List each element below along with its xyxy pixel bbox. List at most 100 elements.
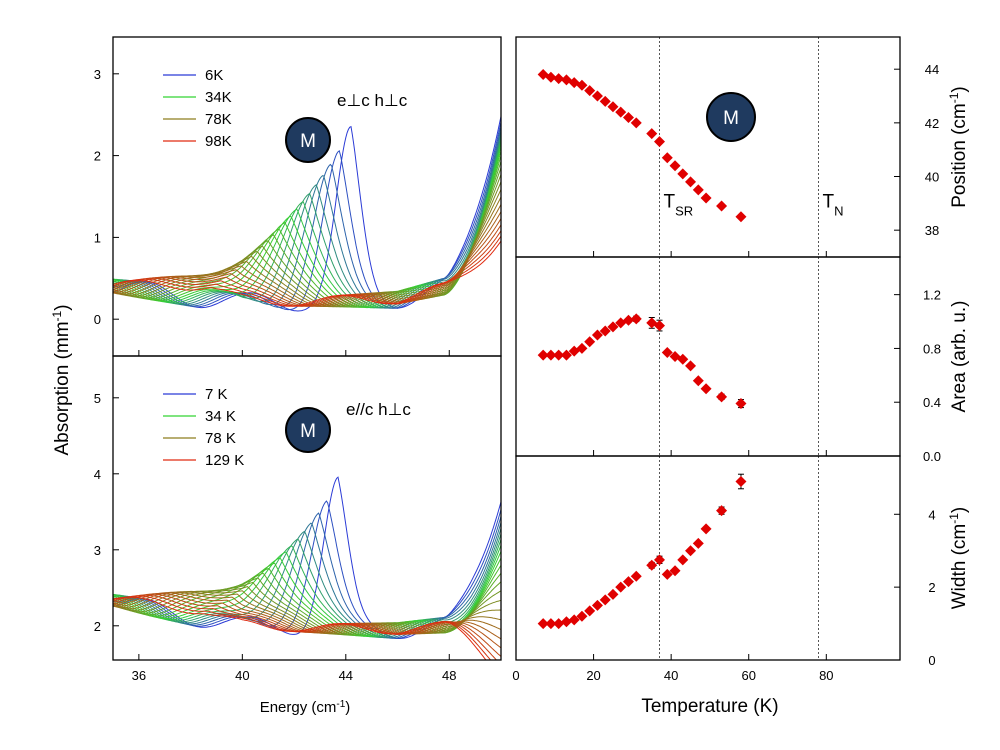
bottom-left-frame — [112, 355, 502, 661]
width-data-point — [568, 614, 580, 626]
position-data-point — [654, 136, 666, 148]
top-left-y-tick-label: 1 — [94, 230, 101, 245]
width-x-tick-label: 40 — [664, 668, 678, 683]
width-data-point — [576, 610, 588, 622]
bottom-left-y-tick-label: 4 — [94, 467, 101, 482]
top-left-polarization-label: e⊥c h⊥c — [337, 91, 408, 110]
top-left-spectrum-line — [113, 189, 501, 308]
area-y-tick-label: 0.0 — [923, 449, 941, 464]
position-y-tick-label: 44 — [925, 62, 939, 77]
bottom-left-spectrum-line — [113, 595, 492, 660]
width-y-tick-label: 4 — [928, 507, 935, 522]
mode-badge-label: M — [723, 108, 739, 129]
top-left-spectrum-line — [113, 139, 501, 309]
position-data-point — [599, 95, 611, 107]
width-data-point — [630, 570, 642, 582]
position-data-point — [545, 71, 557, 83]
width-data-point — [646, 559, 658, 571]
width-y-tick-label: 0 — [928, 653, 935, 668]
position-data-point — [646, 128, 658, 140]
position-data-point — [716, 200, 728, 212]
width-data-point — [545, 618, 557, 630]
bottom-left-legend-label: 7 K — [205, 386, 228, 403]
width-x-tick-label: 60 — [741, 668, 755, 683]
area-frame — [515, 256, 901, 457]
mode-badge-label: M — [300, 131, 316, 152]
top-left-spectrum-line — [113, 240, 501, 307]
position-y-tick-label: 38 — [925, 223, 939, 238]
position-data-point — [630, 117, 642, 129]
area-y-axis-label: Area (arb. u.) — [949, 301, 970, 413]
bottom-left-polarization-label: e//c h⊥c — [346, 400, 411, 419]
bottom-left-y-tick-label: 3 — [94, 543, 101, 558]
position-data-point — [669, 160, 681, 172]
area-data-point — [553, 349, 565, 361]
area-data-point — [735, 398, 747, 410]
area-data-point — [599, 325, 611, 337]
bottom-left-x-tick-label: 40 — [235, 668, 249, 683]
position-y-axis-label: Position (cm-1) — [947, 86, 970, 208]
bottom-left-y-tick-label: 5 — [94, 391, 101, 406]
bottom-left-legend-label: 34 K — [205, 408, 236, 425]
area-data-point — [591, 329, 603, 341]
width-data-point — [716, 505, 728, 517]
mode-badge-label: M — [300, 421, 316, 442]
bottom-left-spectrum-line — [113, 596, 487, 660]
width-data-point — [560, 616, 572, 628]
area-data-point — [576, 342, 588, 354]
position-y-tick-label: 40 — [925, 170, 939, 185]
bottom-left-spectrum-line — [113, 551, 501, 637]
bottom-left-spectrum-line — [113, 539, 501, 638]
bottom-left-spectrum-line — [113, 593, 501, 657]
width-data-point — [735, 476, 747, 487]
bottom-left-legend-label: 78 K — [205, 430, 236, 447]
bottom-left-spectrum-line — [113, 533, 501, 638]
position-data-point — [622, 111, 634, 123]
width-x-tick-label: 20 — [586, 668, 600, 683]
width-data-point — [607, 588, 619, 600]
area-data-point — [537, 349, 549, 361]
position-data-point — [584, 85, 596, 97]
position-data-point — [700, 192, 712, 204]
area-data-point — [692, 375, 704, 387]
position-frame — [515, 36, 901, 258]
bottom-left-x-tick-label: 48 — [442, 668, 456, 683]
position-data-point — [591, 90, 603, 102]
bottom-left-spectrum-line — [113, 586, 501, 635]
area-y-tick-label: 0.8 — [923, 341, 941, 356]
mode-badge — [285, 117, 331, 163]
top-left-y-tick-label: 2 — [94, 149, 101, 164]
bottom-left-x-tick-label: 36 — [132, 668, 146, 683]
width-data-point — [700, 523, 712, 535]
width-y-axis-label: Width (cm-1) — [947, 507, 970, 610]
top-left-legend-label: 6K — [205, 67, 223, 84]
area-data-point — [630, 313, 642, 325]
position-transition-label: TN — [823, 191, 844, 218]
position-data-point — [692, 184, 704, 196]
position-data-point — [615, 106, 627, 118]
area-data-point — [545, 349, 557, 361]
marks-layer: 6K 34K 78K 98K e⊥c h⊥c M 7 K 34 K 78 K 129 K e//c … — [113, 37, 970, 660]
top-left-y-tick-label: 0 — [94, 312, 101, 327]
top-left-spectrum-line — [113, 224, 501, 307]
position-data-point — [677, 168, 689, 180]
area-data-point — [622, 314, 634, 326]
position-data-point — [661, 152, 673, 164]
top-left-curves — [113, 116, 501, 312]
bottom-left-x-tick-label: 44 — [339, 668, 353, 683]
width-data-point — [677, 554, 689, 566]
width-data-point — [591, 599, 603, 611]
width-data-point — [615, 581, 627, 593]
area-data-point — [700, 383, 712, 395]
area-data-point — [685, 360, 697, 372]
top-left-legend-label: 98K — [205, 133, 232, 150]
labels-layer: Energy (cm-1) Absorption (mm-1) Temperat… — [50, 304, 779, 717]
position-data-point — [576, 79, 588, 91]
position-data-point — [735, 211, 747, 223]
area-data-point — [716, 391, 728, 403]
position-transition-label: TSR — [664, 191, 694, 218]
area-y-tick-label: 1.2 — [923, 288, 941, 303]
width-data-point — [537, 618, 549, 630]
area-data-point — [560, 349, 572, 361]
